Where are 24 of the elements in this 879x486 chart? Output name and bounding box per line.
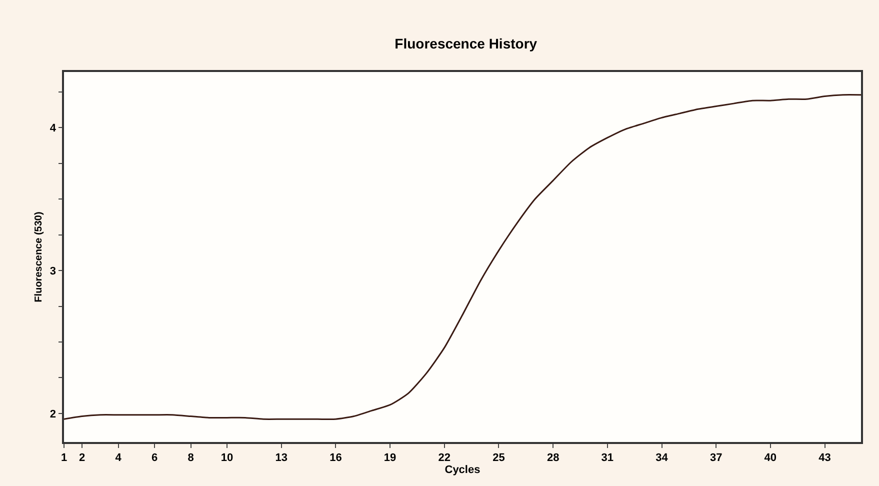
chart-title: Fluorescence History: [394, 36, 538, 52]
x-tick-label: 34: [656, 452, 669, 464]
x-tick-label: 43: [818, 452, 831, 464]
x-tick-label: 31: [601, 452, 614, 464]
x-tick-label: 1: [60, 452, 68, 464]
line-series: [64, 94, 861, 420]
x-tick-label: 19: [384, 452, 396, 464]
x-tick-label: 37: [710, 452, 722, 464]
x-tick-label: 25: [492, 452, 505, 464]
x-tick-label: 8: [188, 452, 194, 464]
x-tick-label: 28: [546, 452, 560, 464]
x-tick-label: 13: [275, 452, 288, 464]
x-tick-label: 6: [152, 452, 158, 464]
y-axis-title: Fluorescence (530): [33, 212, 44, 302]
x-tick-label: 4: [115, 452, 122, 464]
x-tick-label: 2: [79, 452, 86, 464]
y-tick-label: 2: [50, 408, 56, 420]
x-tick-label: 16: [330, 452, 342, 464]
x-tick-label: 40: [764, 452, 777, 464]
y-tick-label: 3: [50, 265, 56, 278]
x-axis-title: Cycles: [444, 464, 480, 476]
y-tick-label: 4: [50, 122, 57, 135]
x-tick-label: 10: [220, 452, 234, 464]
x-tick-label: 22: [438, 452, 451, 464]
